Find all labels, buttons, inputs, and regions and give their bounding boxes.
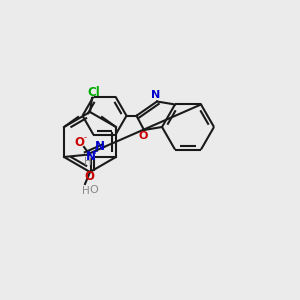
Text: O: O [84,170,94,184]
Text: +: + [92,148,98,157]
Text: O: O [90,185,98,195]
Text: H: H [84,157,92,167]
Text: N: N [152,91,160,100]
Text: N: N [86,151,96,164]
Text: O: O [138,131,148,141]
Text: N: N [95,140,105,152]
Text: O: O [74,136,84,148]
Text: H: H [82,186,90,196]
Text: -: - [83,134,86,142]
Text: Cl: Cl [88,85,100,98]
